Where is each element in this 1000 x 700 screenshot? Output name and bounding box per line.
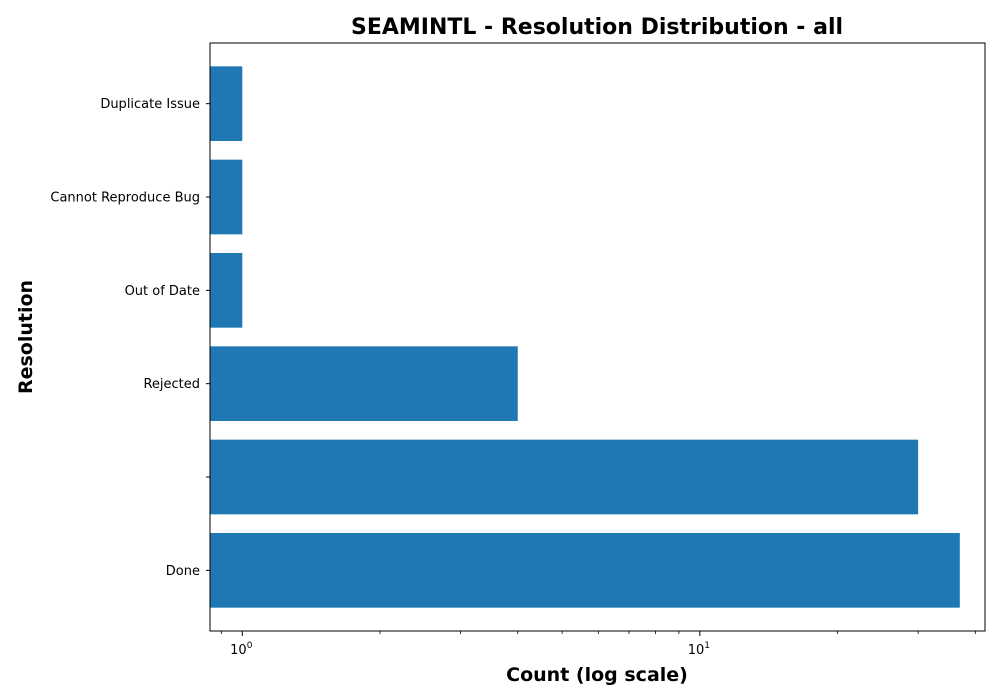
y-tick-label-duplicate-issue: Duplicate Issue bbox=[100, 97, 200, 112]
bar-blank bbox=[210, 439, 919, 515]
y-tick-label-done: Done bbox=[166, 564, 200, 579]
y-tick-label-out-of-date: Out of Date bbox=[125, 284, 200, 299]
ticks-group: Done Rejected Out of Date Cannot Reproduce … bbox=[50, 97, 976, 658]
bar-out-of-date bbox=[210, 253, 243, 328]
bar-cannot-reproduce-bug bbox=[210, 159, 243, 235]
plot-frame bbox=[209, 42, 986, 632]
chart-title: SEAMINTL - Resolution Distribution - all bbox=[351, 15, 843, 40]
y-tick-label-rejected: Rejected bbox=[143, 377, 200, 392]
x-axis-label: Count (log scale) bbox=[506, 664, 688, 686]
bars-group bbox=[210, 66, 960, 608]
y-axis-label: Resolution bbox=[15, 280, 37, 394]
bar-duplicate-issue bbox=[210, 66, 243, 141]
x-tick-label: 100 bbox=[230, 641, 253, 658]
bar-done bbox=[210, 533, 960, 608]
bar-rejected bbox=[210, 346, 518, 421]
x-tick-label: 101 bbox=[688, 641, 710, 658]
y-tick-label-cannot-reproduce-bug: Cannot Reproduce Bug bbox=[50, 191, 200, 206]
